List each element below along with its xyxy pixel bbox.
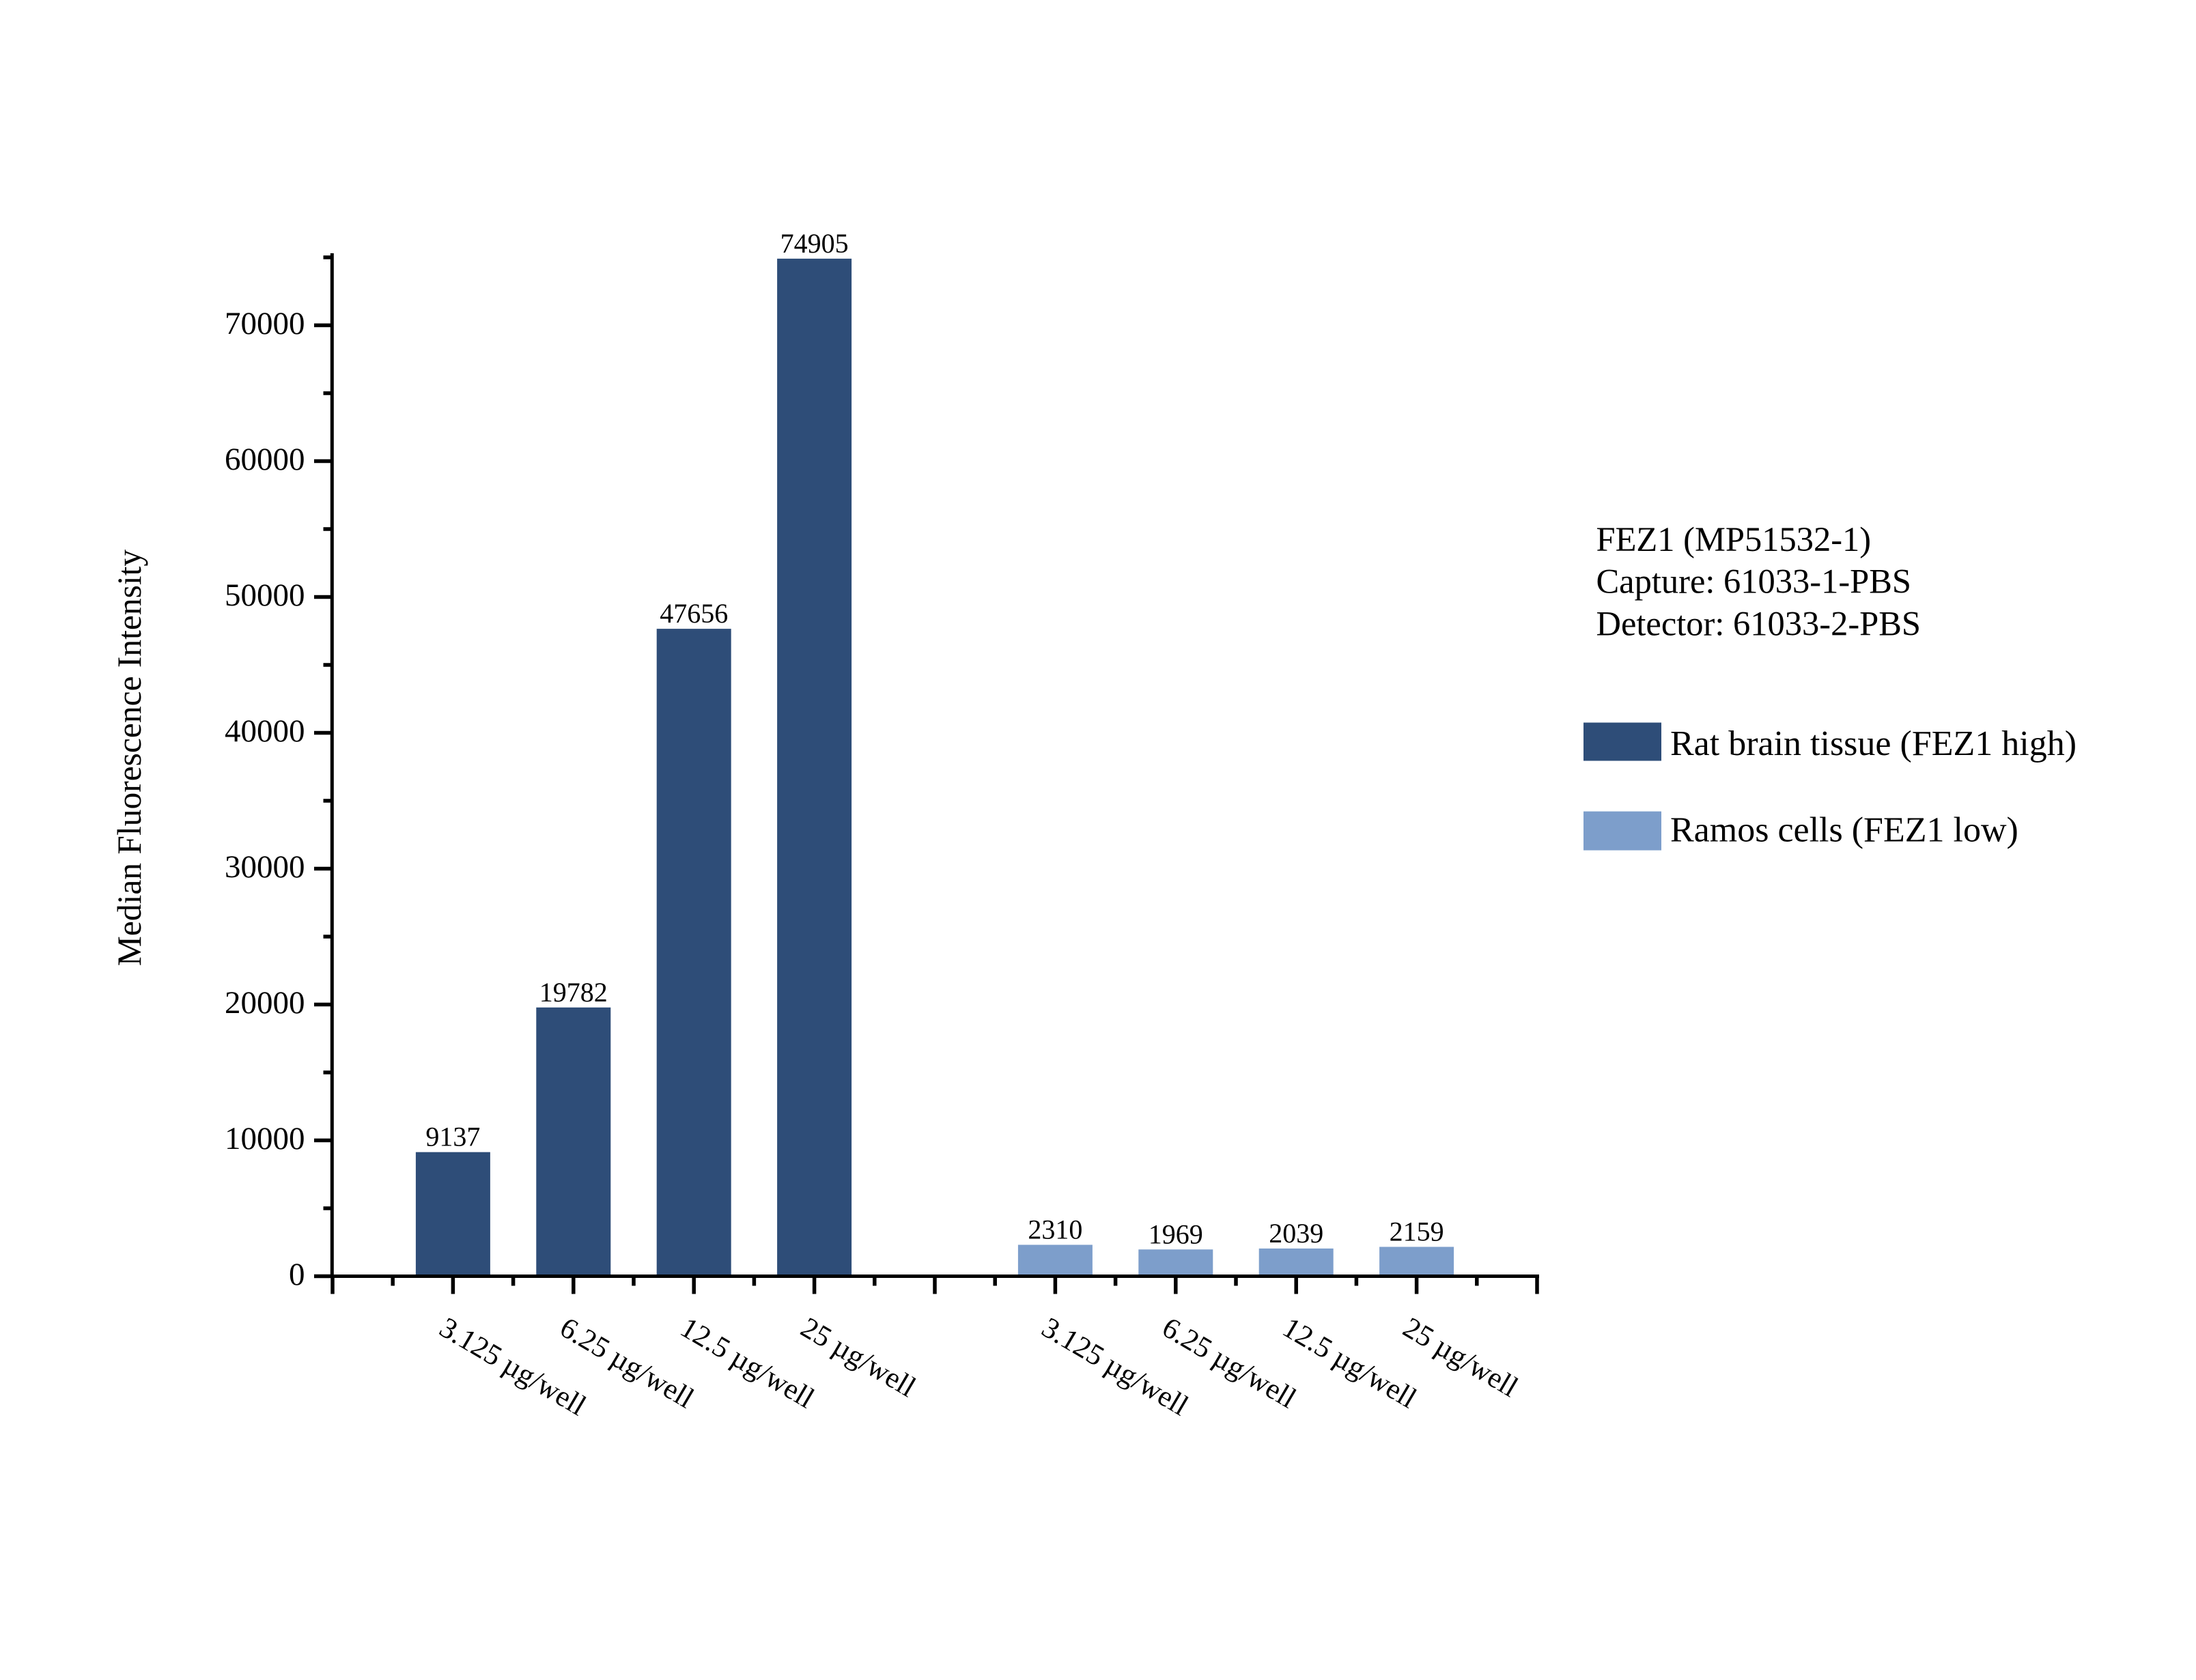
svg-text:Capture: 61033-1-PBS: Capture: 61033-1-PBS (1596, 563, 1912, 601)
svg-text:2039: 2039 (1269, 1218, 1323, 1249)
svg-text:1969: 1969 (1149, 1219, 1203, 1249)
svg-text:Detector: 61033-2-PBS: Detector: 61033-2-PBS (1596, 604, 1921, 642)
svg-text:70000: 70000 (225, 306, 305, 341)
svg-text:2159: 2159 (1390, 1216, 1444, 1247)
svg-text:Ramos cells (FEZ1 low): Ramos cells (FEZ1 low) (1670, 810, 2018, 849)
svg-text:9137: 9137 (425, 1122, 480, 1152)
svg-text:19782: 19782 (539, 977, 608, 1008)
svg-text:30000: 30000 (225, 849, 305, 885)
svg-text:10000: 10000 (225, 1121, 305, 1156)
svg-text:47656: 47656 (660, 598, 728, 629)
svg-text:FEZ1 (MP51532-1): FEZ1 (MP51532-1) (1596, 520, 1872, 558)
svg-text:50000: 50000 (225, 578, 305, 613)
svg-text:Rat brain tissue (FEZ1 high): Rat brain tissue (FEZ1 high) (1670, 724, 2077, 763)
svg-text:60000: 60000 (225, 442, 305, 477)
svg-text:74905: 74905 (780, 228, 849, 259)
svg-text:2310: 2310 (1028, 1214, 1082, 1245)
svg-text:0: 0 (289, 1257, 305, 1292)
svg-text:20000: 20000 (225, 985, 305, 1021)
svg-text:Median Fluorescence Intensity: Median Fluorescence Intensity (111, 550, 148, 967)
svg-text:40000: 40000 (225, 713, 305, 749)
